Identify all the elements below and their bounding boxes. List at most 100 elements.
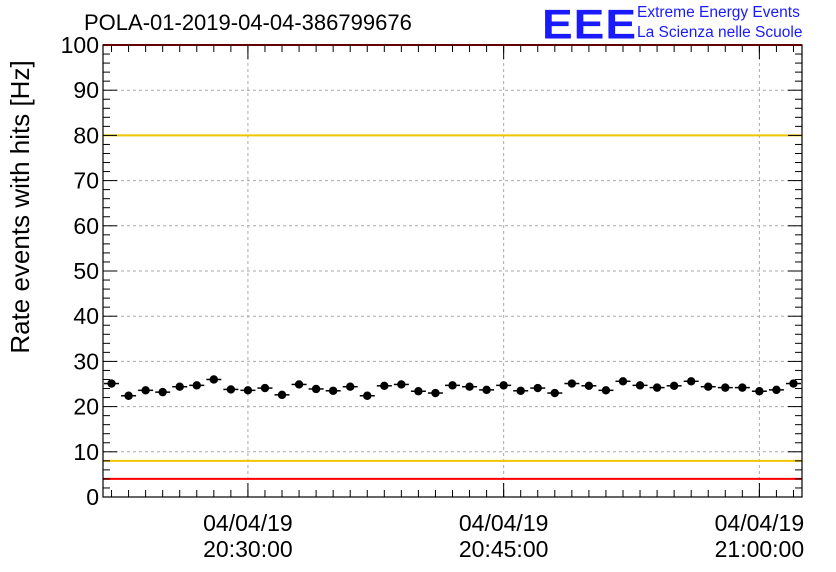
point-marker: [380, 381, 389, 391]
point-marker: [448, 381, 457, 390]
data-point: [581, 381, 597, 391]
point-marker: [567, 379, 577, 388]
point-marker: [107, 379, 116, 388]
data-point: [530, 383, 546, 393]
point-marker: [482, 385, 491, 395]
data-point: [547, 388, 563, 398]
data-point: [172, 382, 188, 391]
point-marker: [465, 382, 474, 391]
point-marker: [516, 386, 525, 395]
run-title: POLA-01-2019-04-04-386799676: [84, 10, 412, 35]
data-point: [206, 375, 222, 384]
data-point: [342, 382, 358, 391]
point-marker: [175, 382, 184, 391]
grid-lines: [103, 45, 802, 497]
y-tick-label: 100: [61, 32, 99, 58]
y-tick-label: 40: [73, 303, 99, 329]
point-marker: [550, 388, 559, 398]
data-point: [751, 387, 767, 396]
y-tick-label: 70: [73, 168, 99, 194]
point-marker: [192, 381, 201, 390]
logo-line-2: La Scienza nelle Scuole: [637, 24, 803, 41]
point-marker: [789, 379, 798, 388]
data-point: [513, 386, 529, 395]
data-point: [666, 381, 682, 391]
data-point: [717, 383, 733, 392]
point-marker: [397, 380, 406, 389]
data-point: [649, 383, 665, 392]
data-point: [138, 386, 154, 395]
data-point: [683, 377, 699, 386]
point-marker: [209, 375, 219, 384]
point-marker: [738, 383, 747, 392]
point-marker: [226, 385, 236, 394]
point-marker: [311, 384, 321, 394]
data-point: [155, 387, 171, 397]
point-marker: [260, 383, 270, 393]
data-point: [257, 383, 273, 393]
point-marker: [618, 377, 628, 386]
data-point: [700, 382, 716, 391]
data-point: [632, 381, 648, 390]
point-marker: [363, 391, 372, 400]
x-tick-date-label: 04/04/19: [203, 510, 293, 536]
point-marker: [158, 387, 167, 397]
tick-labels: 010203040506070809010004/04/1920:30:0004…: [61, 32, 805, 562]
data-point: [189, 381, 205, 390]
y-tick-label: 0: [86, 484, 99, 510]
point-marker: [414, 387, 423, 396]
x-tick-time-label: 20:30:00: [203, 536, 293, 562]
logo-line-1: Extreme Energy Events: [637, 4, 800, 21]
data-point: [564, 379, 580, 388]
data-point: [598, 386, 614, 395]
point-marker: [669, 381, 679, 391]
point-marker: [243, 386, 253, 395]
data-point: [393, 380, 409, 389]
data-point: [479, 385, 495, 395]
point-marker: [431, 388, 440, 398]
y-tick-label: 50: [73, 258, 99, 284]
y-axis-label: Rate events with hits [Hz]: [5, 60, 35, 353]
y-tick-label: 10: [73, 439, 99, 465]
data-point: [768, 385, 784, 395]
point-marker: [601, 386, 611, 395]
data-point: [427, 388, 443, 398]
data-point: [734, 383, 750, 392]
data-point: [223, 385, 239, 394]
x-tick-date-label: 04/04/19: [459, 510, 549, 536]
point-marker: [635, 381, 645, 390]
point-marker: [652, 383, 662, 392]
y-tick-label: 80: [73, 122, 99, 148]
data-point: [615, 377, 631, 386]
y-tick-label: 60: [73, 213, 99, 239]
y-tick-label: 30: [73, 348, 99, 374]
y-tick-label: 90: [73, 77, 99, 103]
data-point: [325, 386, 341, 395]
data-point: [291, 380, 307, 389]
point-marker: [772, 385, 781, 395]
data-point: [410, 387, 426, 396]
point-marker: [499, 381, 508, 390]
point-marker: [124, 391, 133, 400]
data-point: [308, 384, 324, 394]
point-marker: [584, 381, 594, 391]
data-points: [104, 375, 801, 400]
data-point: [121, 391, 137, 400]
data-point: [496, 381, 512, 390]
x-tick-time-label: 21:00:00: [715, 536, 805, 562]
data-point: [274, 390, 290, 400]
point-marker: [721, 383, 730, 392]
data-point: [104, 379, 120, 388]
reference-lines: [103, 44, 802, 480]
y-tick-label: 20: [73, 394, 99, 420]
data-point: [376, 381, 392, 391]
point-marker: [755, 387, 764, 396]
x-tick-time-label: 20:45:00: [459, 536, 549, 562]
eee-logo: EEE: [542, 0, 638, 48]
x-tick-date-label: 04/04/19: [715, 510, 805, 536]
point-marker: [346, 382, 355, 391]
point-marker: [294, 380, 304, 389]
point-marker: [277, 390, 287, 400]
data-point: [785, 379, 801, 388]
